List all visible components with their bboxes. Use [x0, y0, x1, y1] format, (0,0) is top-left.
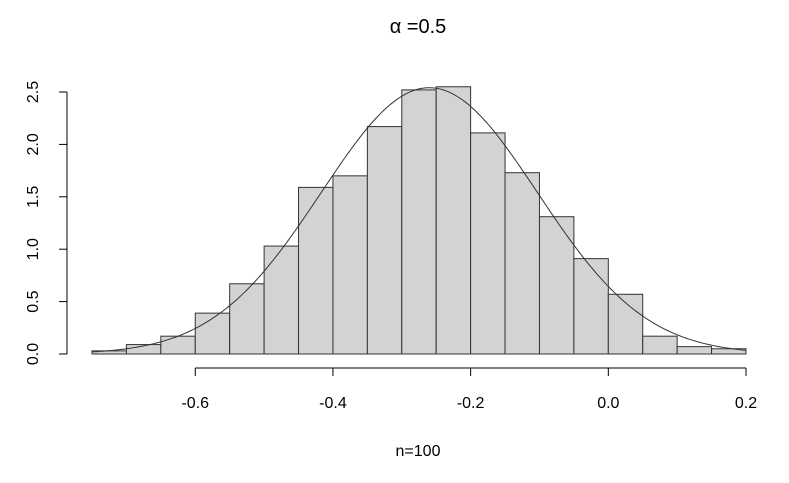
y-tick-label: 2.0	[25, 133, 42, 155]
y-tick-label: 0.5	[25, 290, 42, 312]
histogram-bar	[573, 258, 609, 355]
histogram-bar	[366, 126, 403, 355]
histogram-bar	[332, 175, 368, 355]
title-text: =0.5	[401, 16, 446, 38]
y-tick-label: 1.5	[25, 186, 42, 208]
histogram-bar	[642, 335, 678, 355]
density-curve	[91, 87, 747, 353]
x-tick-label: 0.2	[735, 395, 757, 412]
y-tick-label: 2.5	[25, 81, 42, 103]
chart-title: α =0.5	[390, 16, 447, 38]
histogram-bar	[538, 216, 575, 355]
histogram-bar	[504, 172, 540, 355]
histogram-bar	[298, 186, 334, 355]
y-tick-label: 1.0	[25, 238, 42, 260]
x-tick-label: -0.2	[457, 395, 485, 412]
bars-group	[91, 86, 747, 355]
x-tick-label: 0.0	[597, 395, 619, 412]
y-axis: 0.0 0.5 1.0 1.5 2.0 2.5	[25, 81, 68, 365]
x-axis: -0.6 -0.4 -0.2 0.0 0.2	[181, 367, 757, 412]
x-axis-label: n=100	[396, 443, 441, 460]
histogram-bar	[470, 132, 506, 355]
histogram-bar	[401, 89, 437, 355]
y-tick-label: 0.0	[25, 343, 42, 365]
histogram-bar	[160, 335, 196, 355]
histogram-bar	[263, 245, 300, 355]
histogram-bar	[194, 312, 231, 355]
histogram-bar	[229, 283, 265, 355]
x-tick-label: -0.6	[181, 395, 209, 412]
histogram-bar	[435, 86, 472, 355]
histogram-bar	[607, 293, 644, 355]
x-tick-label: -0.4	[319, 395, 347, 412]
title-symbol: α	[390, 16, 402, 38]
histogram-bar	[676, 346, 713, 355]
